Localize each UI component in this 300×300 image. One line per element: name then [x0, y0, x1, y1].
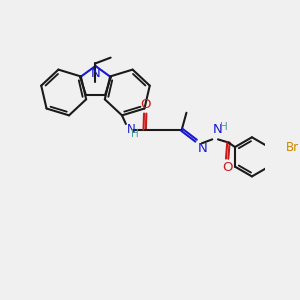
- Text: H: H: [131, 129, 139, 140]
- Text: N: N: [213, 123, 223, 136]
- Text: N: N: [198, 142, 208, 155]
- Text: O: O: [222, 161, 232, 174]
- Text: N: N: [91, 67, 100, 80]
- Text: H: H: [220, 122, 227, 132]
- Text: N: N: [127, 123, 136, 136]
- Text: Br: Br: [286, 141, 299, 154]
- Text: O: O: [140, 98, 151, 111]
